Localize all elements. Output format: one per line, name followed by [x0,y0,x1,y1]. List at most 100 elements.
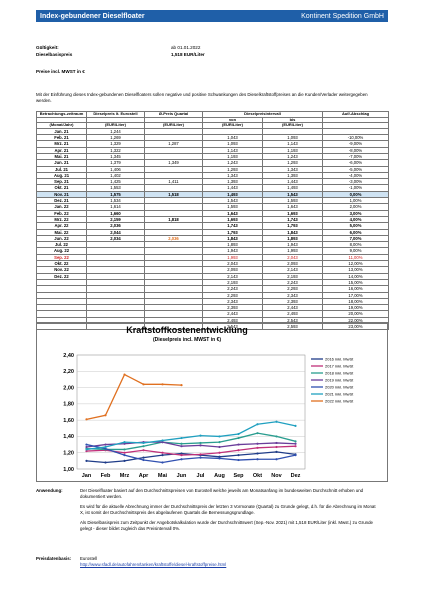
y-tick-label: 2,40 [63,353,74,359]
point [123,441,126,444]
y-tick-label: 2,20 [63,369,74,375]
point [142,383,145,386]
table-cell: 12,00% [322,259,389,268]
point [275,458,278,461]
table-row: 2,543 2,593 23,00% [36,322,389,331]
intro: Mit der Einführung dieses Index-gebunden… [36,92,368,103]
x-tick-label: Jan [82,473,92,479]
point [85,449,88,453]
series-line [86,441,296,448]
point [180,436,183,440]
x-tick-label: Sep [233,473,244,479]
section-body: Der Dieselfloater basiert auf den Durchs… [80,488,380,536]
meta: Gültigkeit: ab 01.01.2022 Dieselbasispre… [36,45,336,65]
series-line [86,443,296,464]
table-cell: 16,00% [322,285,389,293]
table-row: 2,393 2,443 19,00% [36,304,389,312]
table-cell: 14,00% [322,272,389,280]
table-row: Mrz. 22 2,159 1,818 1,693 1,743 4,00% [36,215,389,224]
point [104,461,107,464]
point [161,439,164,442]
point [104,414,107,417]
header-row: von bis [36,116,389,124]
point [256,452,259,455]
table-cell: -8,00% [322,146,389,154]
point [275,441,278,445]
point [123,448,126,451]
point [85,459,88,462]
table-cell: 2,00% [322,203,389,211]
table-row: Jan. 22 1,614 1,593 1,643 2,00% [36,203,389,211]
point [142,456,145,459]
paragraph: Der Dieselfloater basiert auf den Durchs… [80,488,364,499]
table-row: Mai. 21 1,345 1,193 1,243 -7,00% [36,152,389,161]
table-cell: 3,00% [322,209,389,217]
table-cell: 1,00% [322,197,389,205]
point [237,432,240,436]
point [180,384,183,387]
point [237,458,240,462]
point [104,445,107,449]
table-row: Sep. 21 1,425 1,411 1,393 1,443 -3,00% [36,178,389,186]
point [161,454,164,457]
table-row: Jul. 22 1,893 1,943 8,00% [36,241,389,249]
legend-label: 2020 inkl. MwSt [325,385,354,390]
point [123,454,126,457]
legend-label: 2019 inkl. MwSt [325,378,354,383]
point [275,420,278,423]
table-row: Nov. 22 2,093 2,143 13,00% [36,266,389,274]
meta-label: Gültigkeit: [36,45,59,50]
table-row: Dez. 22 2,143 2,193 14,00% [36,272,389,280]
point [218,457,221,460]
point [294,454,297,457]
table-cell: 9,00% [322,247,389,255]
point [275,450,278,453]
table-row: Dez. 21 1,534 1,543 1,593 1,00% [36,197,389,205]
point [237,454,240,457]
point [237,443,240,446]
point [123,451,126,454]
chart-subtitle: (Dieselpreis incl. MWST in €) [153,337,221,343]
series-line [86,445,296,456]
point [199,453,202,456]
note: Preise incl. MWST in € [36,69,85,74]
table-cell: 7,00% [322,234,389,243]
point [275,435,278,438]
x-tick-label: Apr [139,473,149,479]
point [180,454,183,457]
legend-label: 2021 inkl. MwSt [325,392,354,397]
point [161,451,164,454]
table-cell: 5,00% [322,222,389,230]
price-table: Betrachtungs-zeitraum Dieselpreis lt. Eur… [36,111,389,331]
link[interactable]: http://www.sfadl.de/autofahren/tanken/kr… [80,562,227,567]
x-tick-label: Aug [214,473,225,479]
x-tick-label: Feb [101,473,111,479]
legend-label: 2017 inkl. MwSt [325,364,354,369]
table-cell: -4,00% [322,171,389,180]
table-row: Feb. 21 1,269 1,043 1,093 -10,00% [36,134,389,142]
point [161,441,164,444]
table-row: 2,243 2,293 16,00% [36,285,389,293]
point [180,442,183,445]
point [218,441,221,444]
chart-title: Kraftstoffkostenentwicklung [126,325,248,335]
table-row: Mai. 22 2,044 1,793 1,843 6,00% [36,228,389,236]
paragraph: Als Dieselbasispreis zum Zeitpunkt der A… [80,520,373,531]
x-tick-label: Okt [253,473,262,479]
point [85,418,88,421]
section-label: Preisdatenbasis: [36,556,72,561]
point [161,383,164,386]
point [123,459,126,462]
x-tick-label: Jun [177,473,187,479]
table-cell: 11,00% [322,253,389,262]
paragraph: Es wird für die aktuelle Abrechnung imme… [80,504,376,515]
point [256,446,259,449]
table-row: Apr. 21 1,322 1,143 1,193 -8,00% [36,146,389,154]
point [218,435,221,438]
meta-value: 1,518 EUR/Liter [171,52,205,57]
point [256,423,259,426]
point [237,449,240,452]
legend-label: 2016 inkl. MwSt [325,357,354,362]
table-row: Mrz. 21 1,329 1,287 1,093 1,143 -9,00% [36,140,389,148]
